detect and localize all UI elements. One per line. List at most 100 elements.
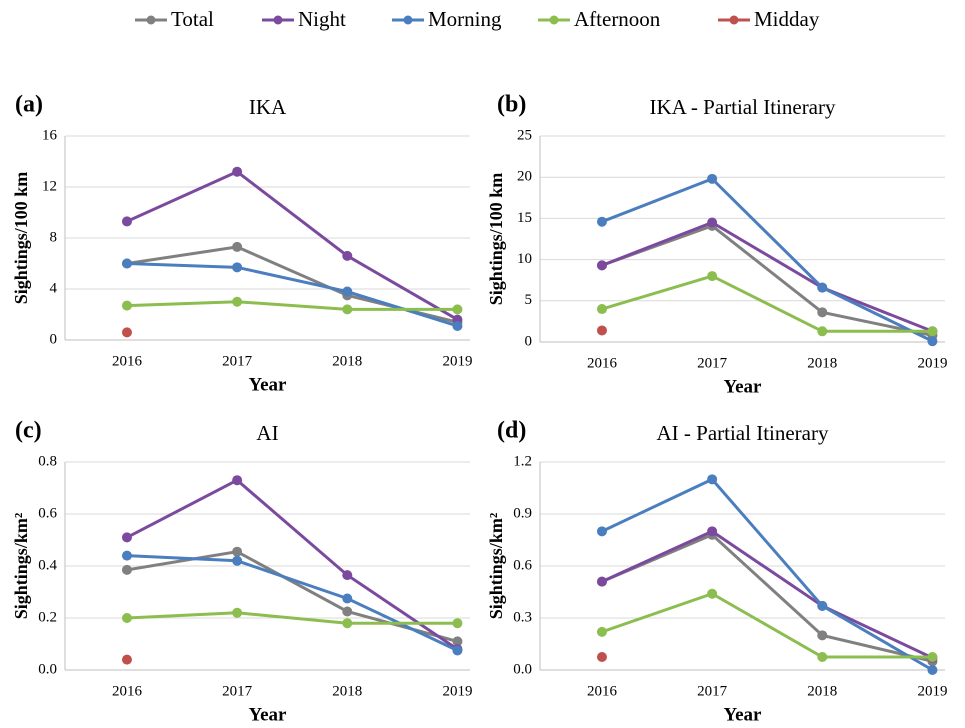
x-tick-label: 2018 [332,353,362,369]
y-tick-label: 0.8 [38,453,57,469]
data-point [342,618,353,629]
panel-label: (a) [15,92,43,118]
x-axis-label: Year [724,376,763,397]
data-point [232,296,243,307]
y-tick-label: 0.0 [38,661,57,677]
y-tick-label: 0.4 [38,557,57,573]
y-tick-label: 25 [517,127,532,143]
data-point [596,626,607,637]
x-tick-label: 2017 [222,683,253,699]
x-tick-label: 2016 [112,683,143,699]
data-point [927,326,938,337]
data-point [596,216,607,227]
y-tick-label: 16 [42,127,58,143]
legend-marker [273,15,283,25]
x-axis-label: Year [724,704,763,725]
series-line [126,262,458,328]
series-line [126,169,459,321]
legend-label: Night [298,7,346,31]
legend-marker [146,15,156,25]
y-tick-label: 1.2 [513,453,532,469]
chart-title: AI - Partial Itinerary [656,421,829,445]
data-point [817,326,828,337]
y-tick-label: 20 [517,169,532,185]
legend-label: Total [171,7,214,31]
data-point [707,588,718,599]
panel-label: (c) [15,418,42,444]
series-line [601,220,933,333]
data-point [707,173,718,184]
legend-marker [549,15,559,25]
data-point [707,217,718,228]
series-line [601,592,933,659]
y-tick-label: 0 [50,331,58,347]
data-point [817,307,828,318]
x-tick-label: 2018 [332,683,362,699]
data-point [452,636,463,647]
data-point [452,304,463,315]
x-axis-label: Year [249,704,288,725]
panel-label: (d) [497,418,526,444]
y-tick-label: 0.6 [513,557,532,573]
data-point [232,262,243,273]
data-point [342,570,353,581]
data-point [232,475,243,486]
chart-title: IKA [249,95,287,119]
y-tick-label: 12 [42,178,57,194]
data-point [342,286,353,297]
data-point [342,250,353,261]
data-point [452,618,463,629]
x-axis-label: Year [249,374,288,395]
data-point [596,260,607,271]
y-axis-label: Sightings/100 km [486,173,506,306]
data-point [817,600,828,611]
data-point [596,325,607,336]
data-point [927,652,938,662]
y-tick-label: 8 [50,229,58,245]
data-point [342,606,353,617]
y-tick-label: 10 [517,251,532,267]
data-point [121,613,132,623]
data-point [927,665,938,675]
legend-marker [729,15,739,25]
y-tick-label: 0.3 [513,609,532,625]
legend-label: Afternoon [574,7,661,31]
legend-marker [403,15,413,25]
data-point [452,645,463,656]
data-point [121,216,132,227]
series-line [601,529,934,660]
y-tick-label: 0.2 [38,609,57,625]
data-point [707,526,718,537]
data-point [927,336,938,347]
y-tick-label: 0 [525,333,533,349]
data-point [232,555,243,566]
y-tick-label: 0.9 [513,505,532,521]
y-tick-label: 5 [525,292,533,308]
data-point [817,282,828,293]
data-point [121,327,132,338]
y-tick-label: 0.6 [38,505,57,521]
x-tick-label: 2019 [917,683,947,699]
y-tick-label: 0.0 [513,661,532,677]
data-point [232,546,243,557]
y-axis-label: Sightings/100 km [11,172,31,305]
legend-label: Midday [754,7,820,31]
data-point [232,607,243,618]
data-point [342,593,353,604]
series-line [126,300,458,311]
data-point [121,532,132,543]
series-line [601,224,933,337]
data-point [121,654,132,665]
data-point [121,300,132,311]
x-tick-label: 2017 [697,683,728,699]
data-point [596,526,607,537]
data-point [452,320,463,331]
chart-title: IKA - Partial Itinerary [649,95,836,119]
y-axis-label: Sightings/km² [486,513,506,619]
x-tick-label: 2019 [917,355,947,371]
chart-title: AI [256,421,278,445]
legend-label: Morning [428,7,502,31]
data-point [707,271,718,282]
x-tick-label: 2019 [442,353,472,369]
x-tick-label: 2016 [587,683,618,699]
